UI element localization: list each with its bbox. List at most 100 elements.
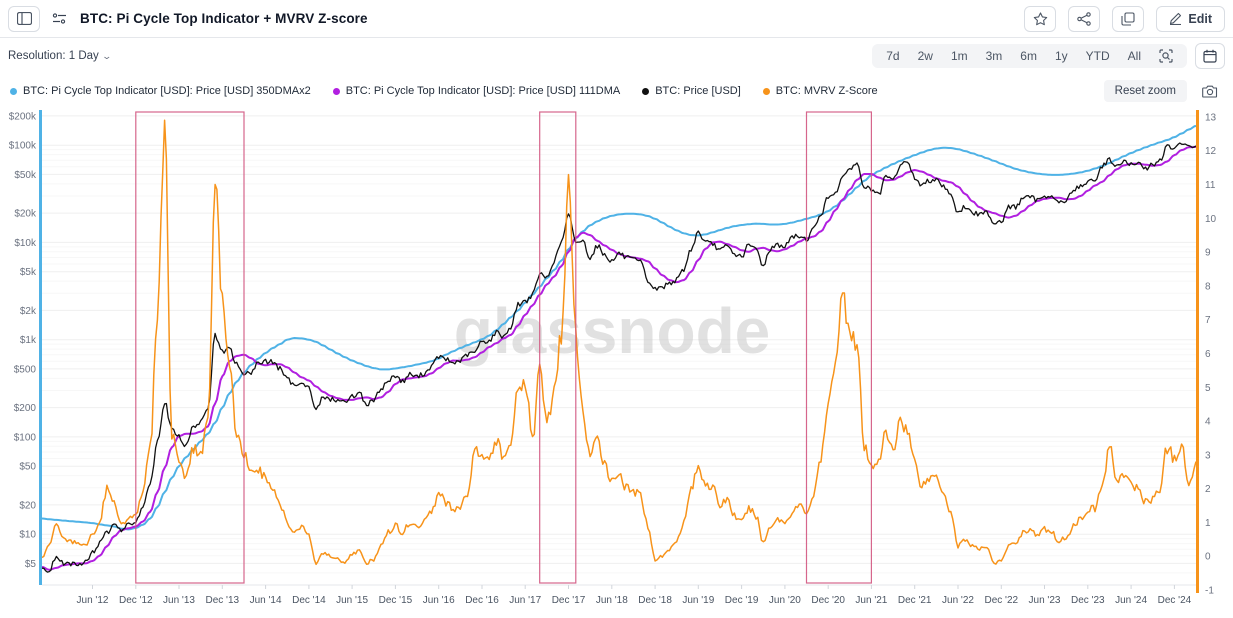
- x-tick: Jun '17: [509, 595, 541, 606]
- range-button-ytd[interactable]: YTD: [1078, 47, 1118, 65]
- time-range-group: 7d 2w 1m 3m 6m 1y YTD All: [872, 44, 1187, 68]
- legend-label: BTC: Price [USD]: [655, 85, 741, 97]
- cycle-top-highlight-box-1: [135, 111, 245, 584]
- sidebar-toggle-button[interactable]: [8, 5, 40, 32]
- y-right-tick: 8: [1205, 281, 1211, 292]
- edit-button[interactable]: Edit: [1156, 5, 1225, 32]
- x-tick: Dec '18: [638, 595, 672, 606]
- share-button[interactable]: [1068, 5, 1101, 32]
- camera-icon: [1202, 85, 1218, 98]
- y-right-tick: 6: [1205, 349, 1211, 360]
- x-tick: Dec '20: [811, 595, 845, 606]
- series-lines: [41, 119, 1197, 573]
- y-left-tick: $1k: [20, 335, 37, 346]
- screenshot-button[interactable]: [1197, 78, 1223, 104]
- legend-dot: [762, 87, 770, 95]
- legend-bar: BTC: Pi Cycle Top Indicator [USD]: Price…: [0, 78, 1233, 104]
- reset-zoom-button[interactable]: Reset zoom: [1103, 80, 1187, 102]
- calendar-icon: [1203, 49, 1217, 63]
- edit-button-label: Edit: [1188, 11, 1212, 26]
- x-tick: Dec '24: [1158, 595, 1192, 606]
- legend-item-0[interactable]: BTC: Pi Cycle Top Indicator [USD]: Price…: [10, 85, 311, 97]
- x-tick: Dec '19: [725, 595, 759, 606]
- x-tick: Jun '12: [77, 595, 109, 606]
- cycle-top-highlight-box-2: [539, 111, 577, 584]
- range-button-6m[interactable]: 6m: [1012, 47, 1045, 65]
- legend-item-1[interactable]: BTC: Pi Cycle Top Indicator [USD]: Price…: [332, 85, 621, 97]
- range-button-2w[interactable]: 2w: [910, 47, 941, 65]
- resolution-label: Resolution: 1 Day: [8, 50, 99, 62]
- metrics-settings-button[interactable]: [46, 6, 72, 32]
- star-icon: [1033, 11, 1048, 25]
- legend-dot: [332, 87, 340, 95]
- y-left-tick: $5: [25, 559, 37, 570]
- zoom-area-button[interactable]: [1151, 47, 1181, 65]
- x-tick: Jun '22: [942, 595, 974, 606]
- pencil-icon: [1170, 12, 1182, 25]
- y-right-tick: 11: [1205, 180, 1216, 191]
- x-tick: Jun '19: [682, 595, 714, 606]
- x-tick: Dec '16: [465, 595, 499, 606]
- x-tick: Jun '13: [163, 595, 195, 606]
- x-tick: Dec '13: [206, 595, 240, 606]
- y-right-tick: 3: [1205, 450, 1211, 461]
- range-button-7d[interactable]: 7d: [878, 47, 907, 65]
- y-right-tick: -1: [1205, 586, 1214, 597]
- cycle-top-highlight-box-3: [805, 111, 873, 584]
- range-button-3m[interactable]: 3m: [978, 47, 1011, 65]
- y-right-tick: 12: [1205, 146, 1217, 157]
- x-tick: Dec '22: [985, 595, 1019, 606]
- x-tick: Dec '21: [898, 595, 932, 606]
- x-tick: Jun '18: [596, 595, 628, 606]
- favorite-button[interactable]: [1024, 5, 1057, 32]
- range-button-all[interactable]: All: [1120, 47, 1149, 65]
- gridlines: [42, 115, 1196, 586]
- y-left-tick: $2k: [20, 306, 37, 317]
- x-tick: Jun '23: [1029, 595, 1061, 606]
- y-right-tick: 7: [1205, 315, 1211, 326]
- chevron-down-icon: ⌄: [101, 50, 112, 61]
- x-tick: Dec '12: [119, 595, 153, 606]
- y-left-tick: $100k: [9, 141, 37, 152]
- legend-dot: [10, 87, 17, 95]
- series-line-2: [41, 142, 1197, 573]
- y-left-tick: $50k: [14, 170, 37, 181]
- series-line-0: [41, 124, 1197, 531]
- y-right-tick: 5: [1205, 383, 1211, 394]
- x-tick: Dec '23: [1071, 595, 1105, 606]
- legend-item-3[interactable]: BTC: MVRV Z-Score: [762, 85, 878, 97]
- resolution-dropdown[interactable]: Resolution: 1 Day ⌄: [8, 50, 112, 62]
- chart-canvas: glassnode $200k $100k $50k $20k $10k $5k $2k $1…: [9, 110, 1217, 606]
- y-left-tick: $200: [14, 403, 37, 414]
- legend-item-2[interactable]: BTC: Price [USD]: [642, 85, 741, 97]
- range-button-1y[interactable]: 1y: [1047, 47, 1076, 65]
- zoom-area-icon: [1159, 49, 1173, 63]
- y-left-tick: $5k: [20, 267, 37, 278]
- axes: [39, 110, 1199, 593]
- highlight-boxes: [135, 111, 873, 584]
- x-tick: Dec '17: [552, 595, 586, 606]
- date-picker-button[interactable]: [1195, 43, 1225, 69]
- y-right-tick: 4: [1205, 417, 1211, 428]
- chart-toolbar: Resolution: 1 Day ⌄ 7d 2w 1m 3m 6m 1y YTD All: [0, 38, 1233, 74]
- y-right-tick: 2: [1205, 484, 1211, 495]
- copy-icon: [1121, 11, 1135, 26]
- x-tick: Jun '16: [423, 595, 455, 606]
- y-right-tick: 0: [1205, 552, 1211, 563]
- page-title: BTC: Pi Cycle Top Indicator + MVRV Z-sco…: [80, 11, 368, 26]
- legend-label: BTC: MVRV Z-Score: [775, 85, 878, 97]
- plot-area[interactable]: [42, 110, 1196, 585]
- legend-label: BTC: Pi Cycle Top Indicator [USD]: Price…: [345, 85, 621, 97]
- y-right-tick: 10: [1205, 214, 1217, 225]
- y-left-tick: $20: [19, 500, 36, 511]
- x-tick: Jun '14: [250, 595, 282, 606]
- y-left-tick: $10: [19, 530, 36, 541]
- panel-left-icon: [16, 12, 32, 25]
- x-tick: Jun '24: [1115, 595, 1147, 606]
- range-button-1m[interactable]: 1m: [943, 47, 976, 65]
- y-left-tick: $10k: [14, 238, 37, 249]
- y-left-tick: $50: [19, 462, 36, 473]
- duplicate-button[interactable]: [1112, 5, 1145, 32]
- legend: BTC: Pi Cycle Top Indicator [USD]: Price…: [10, 85, 878, 97]
